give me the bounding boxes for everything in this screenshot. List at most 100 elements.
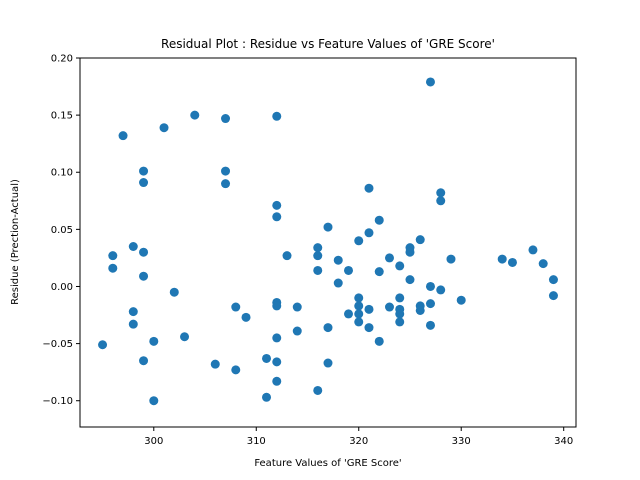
data-point <box>128 319 138 329</box>
data-point <box>221 166 231 176</box>
data-point <box>108 251 118 261</box>
x-tick-label: 310 <box>247 436 266 447</box>
data-point <box>528 245 538 255</box>
data-point <box>425 281 435 291</box>
data-points <box>98 77 558 406</box>
data-point <box>272 212 282 222</box>
y-tick-label: 0.15 <box>51 111 73 122</box>
data-point <box>139 356 149 366</box>
data-point <box>159 123 169 133</box>
plot-frame <box>79 57 577 428</box>
data-point <box>190 110 200 120</box>
data-point <box>292 326 302 336</box>
data-point <box>323 323 333 333</box>
data-point <box>436 196 446 206</box>
data-point <box>395 261 405 271</box>
x-axis-label: Feature Values of 'GRE Score' <box>254 458 401 469</box>
data-point <box>364 323 374 333</box>
data-point <box>354 301 364 311</box>
data-point <box>118 131 128 141</box>
data-point <box>262 353 272 363</box>
data-point <box>344 265 353 275</box>
x-tick-label: 330 <box>452 436 471 447</box>
data-point <box>415 305 425 315</box>
data-point <box>415 235 425 245</box>
data-point <box>405 275 415 285</box>
data-point <box>374 215 384 225</box>
x-tick-label: 320 <box>349 436 368 447</box>
data-point <box>333 255 343 265</box>
data-point <box>538 259 548 269</box>
data-point <box>313 243 323 253</box>
data-point <box>446 254 456 264</box>
y-tick-label: 0.00 <box>51 282 73 293</box>
data-point <box>333 278 343 288</box>
x-tick-label: 300 <box>144 436 163 447</box>
data-point <box>149 396 159 406</box>
data-point <box>313 265 323 275</box>
data-point <box>272 301 282 311</box>
data-point <box>139 271 149 281</box>
data-point <box>354 236 364 246</box>
data-point <box>384 253 394 263</box>
x-axis-ticks: 300 310 320 330 340 <box>144 427 573 447</box>
data-point <box>231 365 241 375</box>
data-point <box>272 357 282 367</box>
data-point <box>292 302 302 312</box>
data-point <box>262 392 272 402</box>
data-point <box>221 179 231 189</box>
data-point <box>98 340 108 350</box>
data-point <box>272 111 282 121</box>
data-point <box>395 317 405 327</box>
data-point <box>108 263 118 273</box>
data-point <box>221 114 231 124</box>
y-tick-label: −0.10 <box>42 396 73 407</box>
data-point <box>395 293 405 303</box>
y-tick-label: −0.05 <box>42 339 73 350</box>
data-point <box>456 295 466 305</box>
data-point <box>344 309 353 319</box>
data-point <box>323 222 333 232</box>
data-point <box>282 251 292 261</box>
data-point <box>313 385 323 395</box>
data-point <box>364 304 374 314</box>
data-point <box>497 254 507 264</box>
data-point <box>149 336 159 346</box>
chart-title: Residual Plot : Residue vs Feature Value… <box>161 37 495 51</box>
data-point <box>323 358 333 368</box>
data-point <box>139 247 149 257</box>
data-point <box>231 302 241 312</box>
data-point <box>128 307 138 317</box>
data-point <box>395 309 405 319</box>
data-point <box>241 312 251 322</box>
data-point <box>272 376 282 386</box>
data-point <box>169 287 179 297</box>
data-point <box>548 291 558 301</box>
data-point <box>139 166 149 176</box>
data-point <box>507 257 517 267</box>
data-point <box>364 228 374 238</box>
data-point <box>436 188 446 198</box>
data-point <box>364 183 374 193</box>
data-point <box>548 275 558 285</box>
y-axis-label: Residue (Prection-Actual) <box>10 179 21 305</box>
data-point <box>384 302 394 312</box>
data-point <box>425 299 435 309</box>
data-point <box>210 359 220 369</box>
y-tick-label: 0.10 <box>51 168 73 179</box>
data-point <box>354 293 364 303</box>
data-point <box>405 247 415 257</box>
data-point <box>128 242 138 251</box>
data-point <box>354 309 364 319</box>
data-point <box>313 251 323 261</box>
data-point <box>354 317 364 327</box>
data-point <box>425 77 435 87</box>
y-axis-ticks: −0.10 −0.05 0.00 0.05 0.10 0.15 0.20 <box>42 54 80 407</box>
x-tick-label: 340 <box>554 436 573 447</box>
data-point <box>272 200 282 210</box>
data-point <box>139 178 149 188</box>
data-point <box>374 267 384 277</box>
data-point <box>436 285 446 295</box>
data-point <box>425 320 435 330</box>
